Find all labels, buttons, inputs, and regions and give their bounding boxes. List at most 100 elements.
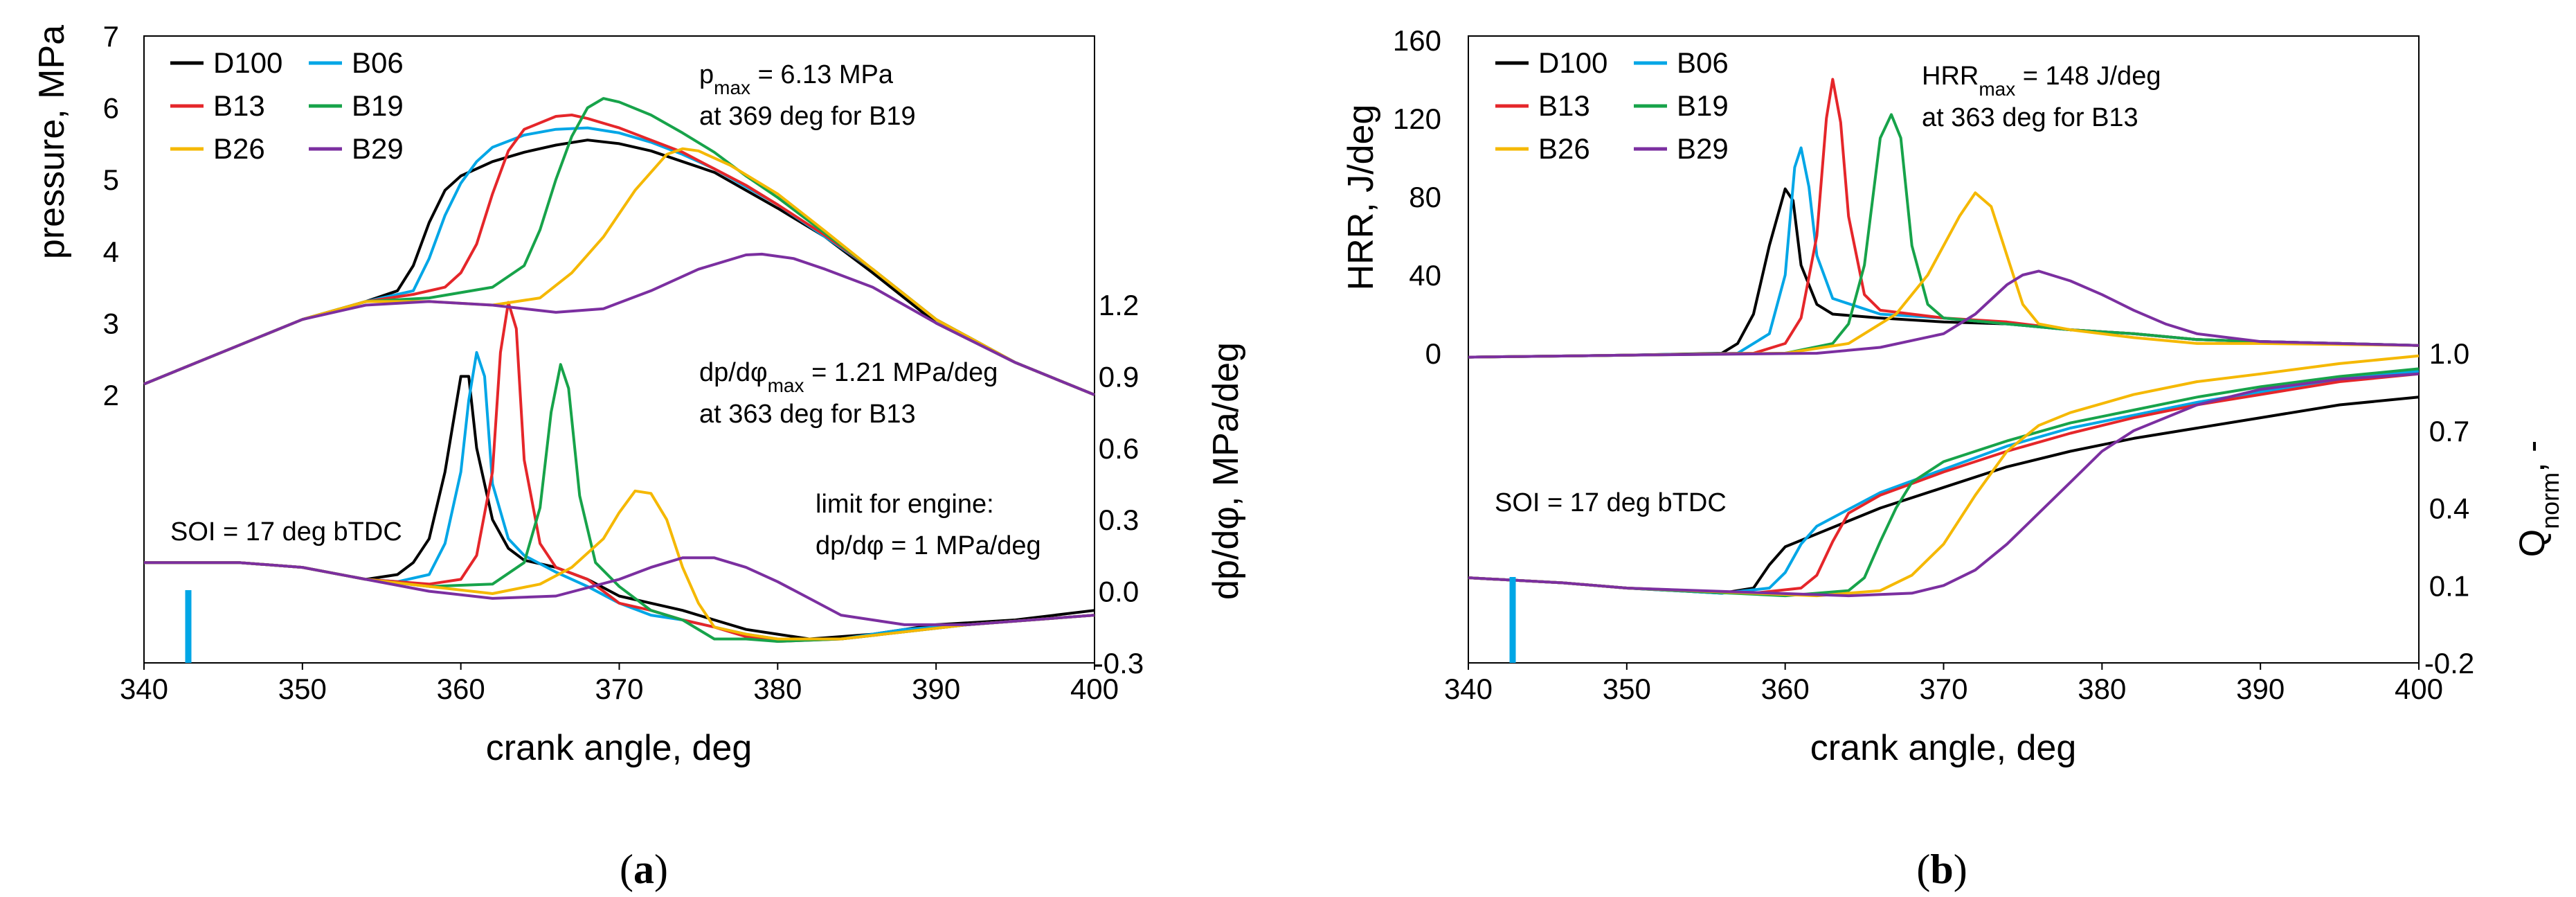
left-y-tick-label: 6 [103,92,119,125]
panel-b-right-y-tail: , - [2512,441,2552,472]
panel-b-label: (b) [1916,846,1967,892]
x-tick-label: 350 [1603,673,1651,705]
left-y-tick-label: 80 [1409,181,1441,213]
panel-b-hrr-subscript: max [1979,78,2015,100]
legend-label: B19 [1677,89,1729,122]
legend-label: B06 [1677,46,1729,79]
x-tick-label: 340 [1444,673,1493,705]
legend-label: B26 [1538,132,1590,165]
series-line-B19-hrr [1468,113,2420,359]
series-line-B13-pressure [143,114,1095,396]
panel-a-pmax-annotation: pmax = 6.13 MPa [699,60,894,98]
panel-a-pmax-location: at 369 deg for B19 [699,102,916,131]
right-y-tick-label: 1.2 [1099,289,1139,321]
panel-a-series [143,97,1095,643]
panel-b-hrr-annotation: HRRmax = 148 J/deg [1922,62,2161,100]
panel-b-right-y-symbol: Q [2512,529,2552,557]
right-y-tick-label: -0.3 [1094,647,1144,680]
series-line-B29-dpdphi [144,556,1095,626]
x-tick-label: 390 [912,673,960,705]
panel-b-label-close: ) [1954,846,1967,892]
legend-label: D100 [213,46,282,79]
panel-a-right-y-axis-title: dp/dφ, MPa/deg [1206,342,1246,600]
panel-b-right-y-subscript: norm [2536,472,2564,529]
panel-a-soi-annotation: SOI = 17 deg bTDC [170,517,402,547]
series-line-B29-pressure [143,252,1095,396]
panel-b-hrr-symbol: HRR [1922,62,1979,91]
left-y-tick-label: 4 [103,236,119,268]
panel-b-left-y-ticks: 0 40 80 120 160 [1393,24,1441,370]
legend-label: B29 [1677,132,1729,165]
panel-b-series [1468,78,2420,598]
left-y-tick-label: 7 [103,20,119,53]
series-line-B26-pressure [143,147,1095,396]
panel-a-dp-symbol: dp/dφ [699,358,768,387]
right-y-tick-label: 0.6 [1099,432,1139,465]
panel-a-pmax-value: = 6.13 MPa [750,60,894,89]
panel-a-label: (a) [620,846,668,892]
panel-a-label-letter: a [633,846,654,892]
x-tick-label: 400 [1070,673,1119,705]
right-y-tick-label: 0.9 [1099,360,1139,393]
panel-b: 340 350 360 370 380 390 400 0 40 80 120 160 -0.2 0.… [1341,24,2564,892]
panel-a-limit-annotation-line1: limit for engine: [816,490,994,519]
panel-a-right-y-ticks: -0.3 0.0 0.3 0.6 0.9 1.2 [1094,289,1144,680]
series-line-B29-qnorm [1468,372,2420,598]
panel-b-right-y-ticks: -0.2 0.1 0.4 0.7 1.0 [2424,337,2474,680]
panel-b-label-letter: b [1930,846,1953,892]
left-y-tick-label: 3 [103,307,119,339]
panel-a-pmax-subscript: max [714,77,750,98]
left-y-tick-label: 40 [1409,259,1441,292]
x-tick-label: 370 [595,673,643,705]
panel-a-x-ticks: 340 350 360 370 380 390 400 [120,663,1119,705]
panel-a-dp-location: at 363 deg for B13 [699,400,916,429]
right-y-tick-label: 0.0 [1099,576,1139,608]
x-tick-label: 360 [437,673,485,705]
panel-b-x-axis-title: crank angle, deg [1810,728,2077,768]
panel-a-label-close: ) [654,846,668,892]
panel-b-soi-annotation: SOI = 17 deg bTDC [1495,488,1727,517]
panel-a-dp-subscript: max [768,375,804,396]
legend-label: B06 [352,46,404,79]
legend-label: B13 [213,89,265,122]
left-y-tick-label: 120 [1393,103,1441,135]
x-tick-label: 400 [2395,673,2443,705]
panel-a-left-y-axis-title: pressure, MPa [32,25,72,259]
legend-label: D100 [1538,46,1607,79]
series-line-B26-hrr [1468,191,2420,359]
panel-a-legend: D100 B06 B13 B19 B26 B29 [170,46,404,165]
x-tick-label: 350 [278,673,327,705]
x-tick-label: 380 [753,673,802,705]
panel-b-right-y-axis-title: Qnorm, - [2512,441,2564,558]
panel-b-x-ticks: 340 350 360 370 380 390 400 [1444,663,2443,705]
left-y-tick-label: 2 [103,379,119,411]
panel-a-left-y-ticks: 2 3 4 5 6 7 [103,20,119,411]
right-y-tick-label: 1.0 [2429,337,2469,370]
x-tick-label: 390 [2236,673,2285,705]
right-y-tick-label: 0.3 [1099,504,1139,536]
x-tick-label: 370 [1919,673,1967,705]
x-tick-label: 340 [120,673,168,705]
left-y-tick-label: 160 [1393,24,1441,57]
panel-a-dp-value: = 1.21 MPa/deg [804,358,998,387]
right-y-tick-label: 0.1 [2429,569,2469,602]
panel-b-label-open: ( [1916,846,1930,892]
x-tick-label: 380 [2078,673,2126,705]
series-line-B26-dpdphi [144,489,1095,641]
legend-label: B29 [352,132,404,165]
panel-a-dp-annotation: dp/dφmax = 1.21 MPa/deg [699,358,998,396]
panel-b-hrr-value: = 148 J/deg [2015,62,2161,91]
series-line-B29-hrr [1468,269,2420,359]
right-y-tick-label: -0.2 [2424,647,2474,680]
panel-a-pmax-symbol: p [699,60,714,89]
legend-label: B13 [1538,89,1590,122]
panel-a: 340 350 360 370 380 390 400 2 3 4 5 6 7 -0.3 0.0 0.3 0… [32,20,1246,892]
right-y-tick-label: 0.4 [2429,492,2469,525]
left-y-tick-label: 0 [1425,337,1441,370]
right-y-tick-label: 0.7 [2429,415,2469,447]
panel-b-legend: D100 B06 B13 B19 B26 B29 [1495,46,1729,165]
panel-a-limit-annotation-line2: dp/dφ = 1 MPa/deg [816,531,1041,560]
panel-a-x-axis-title: crank angle, deg [486,728,753,768]
